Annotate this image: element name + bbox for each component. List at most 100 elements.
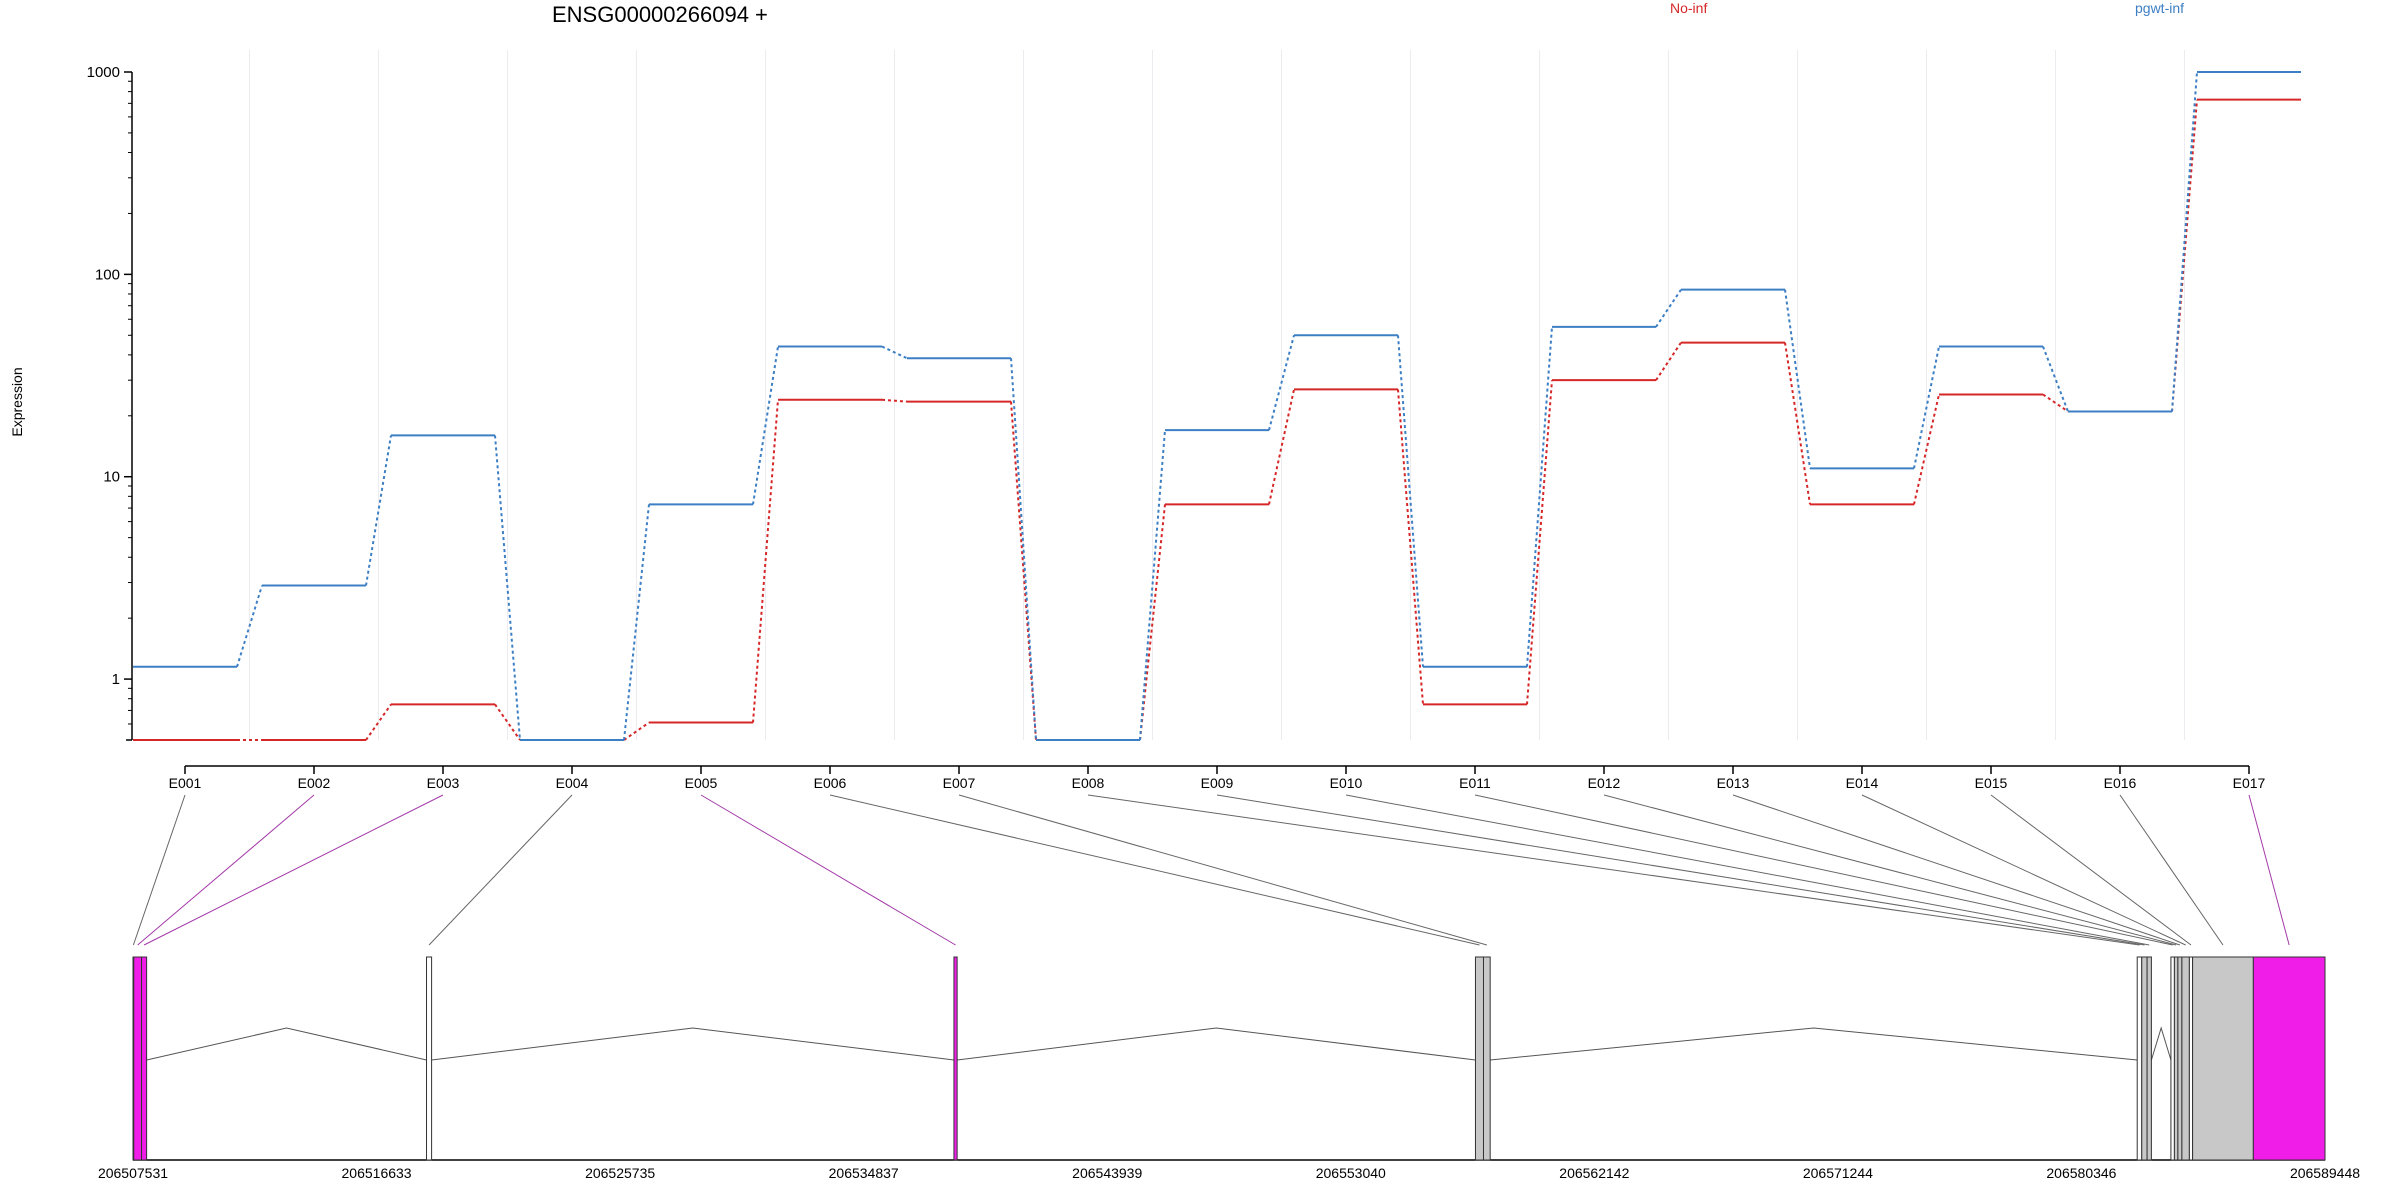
exon-box: [1482, 956, 1491, 1161]
series-transition: [1526, 326, 1553, 667]
intron-line: [146, 1027, 427, 1061]
series-transition: [752, 346, 779, 505]
exon-connector: [1087, 794, 2140, 946]
series-transition: [881, 398, 908, 403]
y-axis-label: Expression: [9, 367, 25, 436]
x-tick-label: E010: [1330, 775, 1363, 791]
exon-box: [2136, 956, 2143, 1161]
exon-connector: [829, 794, 1480, 946]
exon-connector: [1861, 794, 2186, 946]
coordinate-label: 206562142: [1559, 1165, 1629, 1181]
exon-connector: [958, 794, 1487, 946]
x-tick-label: E016: [2104, 775, 2137, 791]
series-transition: [1397, 389, 1424, 705]
series-transition: [2171, 71, 2198, 412]
series-transition: [1784, 289, 1811, 469]
x-tick-label: E017: [2233, 775, 2266, 791]
series-transition: [623, 721, 650, 741]
exon-connector: [1345, 794, 2150, 946]
series-transition: [881, 345, 908, 360]
series-transition: [494, 435, 521, 741]
x-tick-label: E002: [298, 775, 331, 791]
series-no-inf: [133, 98, 2301, 741]
exon-connector: [2119, 794, 2224, 946]
coordinate-label: 206580346: [2046, 1165, 2116, 1181]
exon-connector: [428, 794, 573, 946]
exon-connector: [137, 794, 315, 946]
x-tick-label: E012: [1588, 775, 1621, 791]
exon-connector: [700, 794, 956, 946]
exon-connector: [143, 794, 444, 946]
exon-box: [133, 956, 143, 1161]
exon-box: [2252, 956, 2326, 1161]
series-transition: [1397, 335, 1424, 667]
exon-box: [141, 956, 148, 1161]
coordinate-label: 206525735: [585, 1165, 655, 1181]
x-tick-label: E006: [814, 775, 847, 791]
series-transition: [1268, 389, 1295, 505]
chart-title: ENSG00000266094 +: [552, 2, 768, 27]
grid-lines: [249, 50, 2185, 740]
exon-box: [2192, 956, 2254, 1161]
coordinate-label: 206589448: [2290, 1165, 2360, 1181]
intron-line: [1490, 1027, 2138, 1061]
y-tick-label: 10: [103, 469, 120, 486]
x-tick-label: E009: [1201, 775, 1234, 791]
exon-connector: [1474, 794, 2173, 946]
x-tick-label: E014: [1846, 775, 1879, 791]
x-tick-label: E008: [1072, 775, 1105, 791]
exon-box: [2170, 956, 2175, 1161]
coordinate-label: 206516633: [342, 1165, 412, 1181]
series-transition: [1139, 430, 1166, 741]
series-transition: [1913, 394, 1940, 505]
series-transition: [236, 585, 263, 668]
exon-box: [1474, 956, 1484, 1161]
series-transition: [365, 435, 392, 586]
x-tick-label: E001: [169, 775, 202, 791]
gene-model: 206507531 206516633 206525735 206534837 2065…: [98, 956, 2360, 1181]
series-transition: [2171, 99, 2198, 412]
series-pgwt-inf: [133, 71, 2301, 741]
exon-box: [2146, 956, 2152, 1161]
coordinate-label: 206571244: [1803, 1165, 1873, 1181]
coordinate-label: 206543939: [1072, 1165, 1142, 1181]
series-transition: [1655, 289, 1682, 328]
exon-box: [426, 956, 433, 1161]
exon-connector: [1990, 794, 2192, 946]
exon-connector: [132, 794, 186, 946]
exon-connector: [1216, 794, 2145, 946]
exon-connectors: [132, 794, 2290, 946]
y-tick-label: 1: [112, 671, 120, 688]
x-tick-label: E015: [1975, 775, 2008, 791]
series-transition: [1655, 342, 1682, 381]
exon-box: [953, 956, 958, 1161]
legend-entry-pgwt-inf: pgwt-inf: [2135, 0, 2184, 16]
x-tick-label: E013: [1717, 775, 1750, 791]
x-tick-label: E011: [1459, 775, 1491, 791]
x-tick-label: E005: [685, 775, 718, 791]
exon-connector: [2248, 794, 2290, 946]
intron-line: [2150, 1026, 2172, 1061]
exon-connector: [1603, 794, 2177, 946]
series-transition: [1913, 346, 1940, 469]
x-tick-label: E007: [943, 775, 976, 791]
series-transition: [1010, 358, 1037, 741]
exon-box: [2181, 956, 2190, 1161]
exon-box: [2173, 956, 2179, 1161]
axes: 1 10 100 1000 E001 E002 E003 E004 E005 E006 E007 E0…: [87, 64, 2266, 791]
intron-line: [957, 1027, 1476, 1061]
intron-line: [431, 1027, 954, 1061]
x-tick-label: E003: [427, 775, 460, 791]
coordinate-label: 206553040: [1316, 1165, 1386, 1181]
y-tick-label: 1000: [87, 64, 120, 81]
series-transition: [1526, 380, 1553, 705]
legend-entry-no-inf: No-inf: [1670, 0, 1707, 16]
series-transition: [1268, 335, 1295, 431]
x-tick-label: E004: [556, 775, 589, 791]
y-tick-label: 100: [95, 266, 120, 283]
exon-box: [2177, 956, 2183, 1161]
coordinate-label: 206534837: [829, 1165, 899, 1181]
exon-connector: [1732, 794, 2181, 946]
series-transition: [494, 703, 521, 741]
